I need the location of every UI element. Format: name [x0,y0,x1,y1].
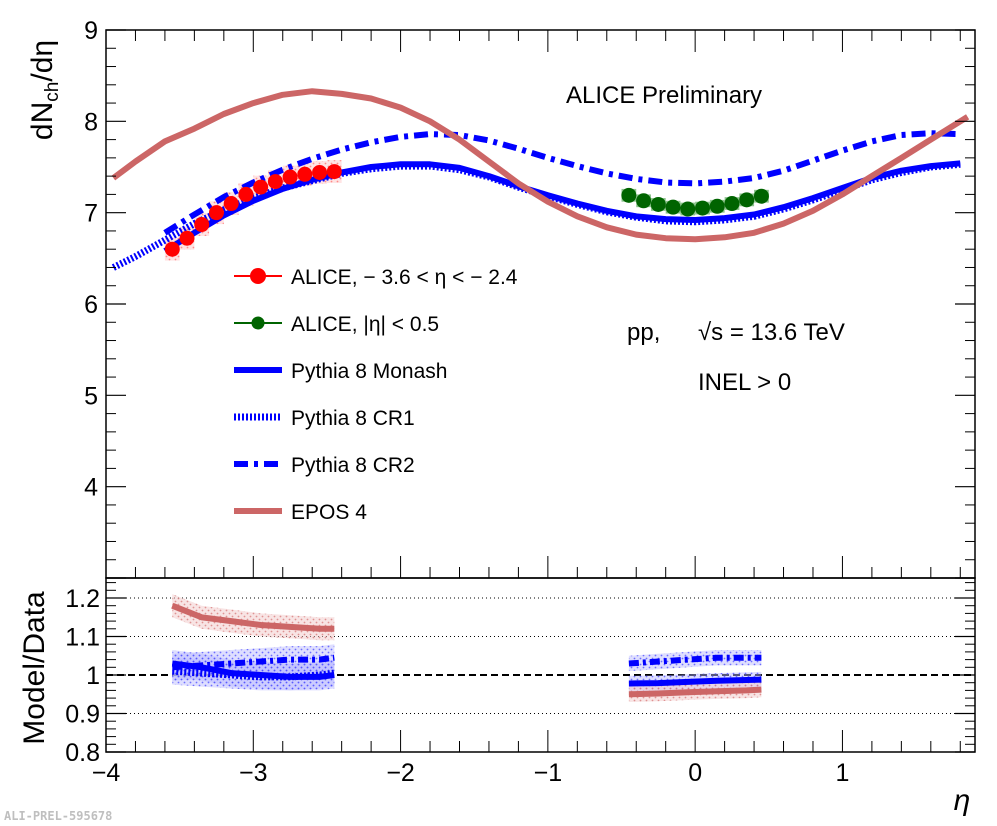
data-point [680,201,696,217]
data-point [636,193,652,209]
ratio-bands [172,594,762,702]
ratio-curve [172,667,335,681]
data-point [665,199,681,215]
data-point [208,205,224,221]
ratio-y-tick-label: 1 [86,662,100,690]
data-point [709,198,725,214]
ratio-curve [628,654,762,667]
y-axis-title: dNch/dη [26,40,63,140]
legend-entry-alice_mid: ALICE, |η| < 0.5 [234,313,439,336]
legend-label: Pythia 8 CR2 [291,454,415,477]
ratio-y-axis-title: Model/Data [18,591,51,745]
data-point [238,186,254,202]
legend-label: Pythia 8 Monash [291,360,447,383]
y-tick-label: 6 [84,291,98,319]
legend-marker [251,316,265,330]
legend-entry-alice_fwd: ALICE, − 3.6 < η < − 2.4 [234,266,518,289]
data-point [282,169,298,185]
ratio-y-tick-label: 1.1 [65,624,100,652]
legend-marker [250,268,266,284]
ratio-curve [172,654,335,671]
legend-entry-cr2: Pythia 8 CR2 [234,454,415,477]
model-curves [111,88,970,271]
legend-label: ALICE, − 3.6 < η < − 2.4 [291,266,518,289]
ratio-frame [105,577,976,753]
data-point [297,166,313,182]
legend-label: Pythia 8 CR1 [291,407,415,430]
x-tick-label: 0 [688,759,702,787]
legend: ALICE, − 3.6 < η < − 2.4 ALICE, |η| < 0.5… [234,266,518,524]
y-tick-label: 9 [84,17,98,45]
main-panel: 4 5 6 7 8 9 [84,17,976,579]
data-point [621,187,637,203]
main-axes: 4 5 6 7 8 9 [84,17,976,579]
legend-label: ALICE, |η| < 0.5 [291,313,439,336]
data-point [312,164,328,180]
data-points [164,164,769,257]
ratio-panel: 0.8 0.9 1 1.1 1.2 −4 −3 −2 −1 0 1 [65,577,976,787]
x-tick-label: 1 [835,759,849,787]
data-point [695,200,711,216]
selection-label: INEL > 0 [698,369,791,396]
alice-preliminary-label: ALICE Preliminary [566,82,762,109]
ratio-curve [628,686,762,698]
ratio-curve [171,602,335,632]
data-point [650,196,666,212]
ratio-axes: 0.8 0.9 1 1.1 1.2 −4 −3 −2 −1 0 1 [65,577,976,787]
x-axis-title: η [954,784,971,817]
ratio-y-tick-label: 1.2 [65,585,100,613]
data-point [753,188,769,204]
legend-label: EPOS 4 [291,501,367,524]
ratio-curves [171,602,762,698]
data-point [179,230,195,246]
data-point [164,241,180,257]
model-curve-epos-4 [111,88,970,243]
data-point [223,196,239,212]
x-tick-label: −1 [534,759,563,787]
ratio-curve [628,676,762,687]
data-point [724,196,740,212]
x-tick-label: −3 [239,759,268,787]
legend-entry-epos: EPOS 4 [234,501,367,524]
data-point [194,217,210,233]
y-tick-label: 5 [84,382,98,410]
ratio-y-tick-label: 0.9 [65,701,100,729]
collision-system-label: pp, [627,319,660,346]
figure-id: ALI-PREL-595678 [4,809,112,823]
data-point [267,174,283,190]
model-curve-pythia-8-cr2 [163,130,961,236]
ratio-y-tick-label: 0.8 [65,739,100,767]
x-tick-label: −2 [386,759,415,787]
data-point [326,164,342,180]
y-tick-label: 8 [84,108,98,136]
x-tick-label: −4 [92,759,121,787]
y-tick-label: 4 [84,474,98,502]
energy-label: √s = 13.6 TeV [698,319,845,346]
data-point [253,179,269,195]
legend-entry-monash: Pythia 8 Monash [234,360,447,383]
y-tick-label: 7 [84,200,98,228]
model-curve-pythia-8-cr1 [111,160,961,271]
legend-entry-cr1: Pythia 8 CR1 [234,407,415,430]
data-point [739,192,755,208]
